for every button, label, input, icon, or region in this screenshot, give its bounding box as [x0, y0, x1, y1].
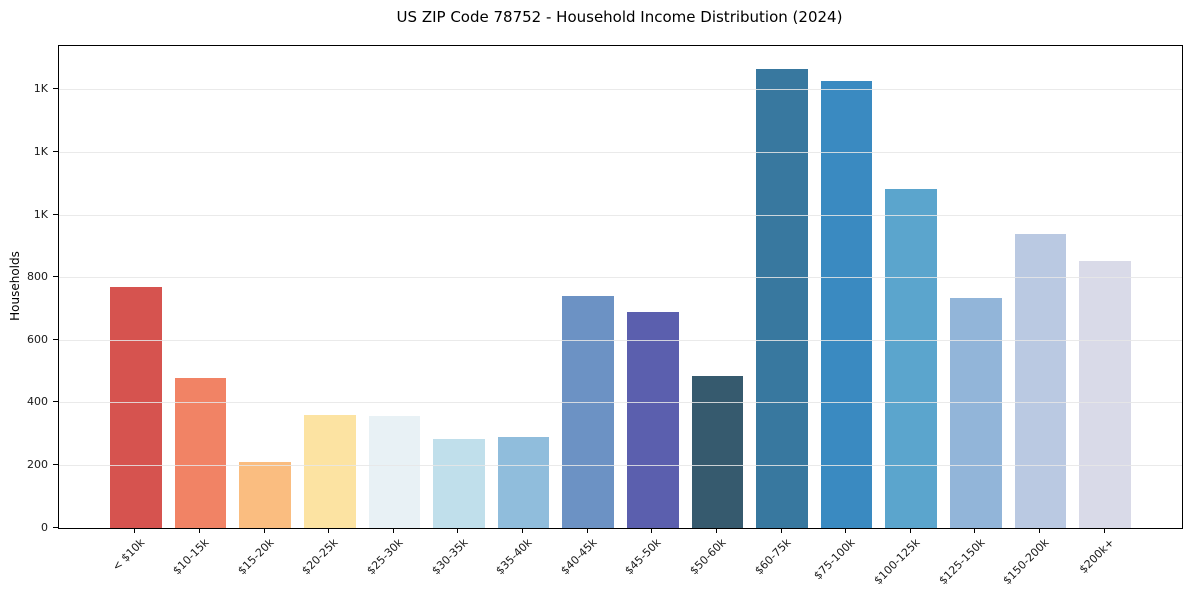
x-tick-label: $25-30k — [364, 536, 406, 578]
x-tick-label: $30-35k — [428, 536, 471, 578]
bar-$35-40k — [497, 437, 550, 528]
gridline-1000 — [59, 214, 1182, 216]
x-tick — [1038, 528, 1040, 533]
bar-$200k+ — [1079, 260, 1131, 528]
bar-$100-125k — [885, 189, 938, 528]
x-tick — [974, 528, 976, 533]
bar-$40-45k — [562, 296, 615, 528]
x-tick-label: $50-60k — [687, 536, 729, 578]
y-tick-label: 1K — [33, 82, 48, 96]
bar-$60-75k — [756, 68, 808, 528]
x-tick — [909, 528, 911, 533]
plot-area — [58, 45, 1183, 529]
gridline-600 — [59, 339, 1182, 341]
y-axis-label: Households — [8, 251, 22, 321]
x-tick — [845, 528, 847, 533]
x-tick — [392, 528, 394, 533]
x-tick — [651, 528, 653, 533]
y-tick — [53, 276, 58, 278]
x-tick-label: < $10k — [109, 536, 148, 574]
gridline-800 — [59, 277, 1182, 279]
y-tick-label: 1K — [33, 207, 48, 221]
bar-$75-100k — [820, 80, 873, 528]
gridline-1400 — [59, 89, 1182, 91]
y-tick — [53, 150, 58, 152]
bar-$30-35k — [433, 439, 485, 528]
y-tick — [53, 88, 58, 90]
y-tick — [53, 401, 58, 403]
x-tick — [263, 528, 265, 533]
x-tick-label: $35-40k — [493, 536, 535, 578]
x-tick — [522, 528, 524, 533]
y-tick — [53, 526, 58, 528]
chart-title: US ZIP Code 78752 - Household Income Dis… — [396, 8, 843, 26]
bar-$20-25k — [303, 414, 356, 528]
bar-$10-15k — [174, 377, 227, 528]
y-tick-label: 1K — [33, 144, 48, 158]
gridline-400 — [59, 402, 1182, 404]
bar-$45-50k — [626, 312, 679, 528]
bar-$25-30k — [368, 415, 421, 528]
x-tick-label: $150-200k — [1000, 536, 1052, 588]
x-tick — [457, 528, 459, 533]
x-tick — [199, 528, 200, 533]
y-tick — [53, 338, 58, 340]
x-tick-label: $15-20k — [235, 536, 277, 578]
x-tick-label: $125-150k — [935, 536, 988, 588]
x-tick-label: $200k+ — [1076, 536, 1117, 577]
x-tick — [780, 528, 782, 533]
x-tick-label: $45-50k — [622, 536, 665, 578]
x-tick — [715, 528, 717, 533]
gridline-1200 — [59, 151, 1182, 153]
x-tick-label: $100-125k — [871, 536, 923, 588]
bar-$125-150k — [950, 297, 1002, 528]
x-tick-label: $75-100k — [811, 536, 858, 583]
y-tick-label: 800 — [27, 270, 48, 284]
bar-$50-60k — [691, 375, 744, 528]
bar-$150-200k — [1014, 234, 1067, 528]
gridline-200 — [59, 464, 1182, 466]
x-tick-label: $10-15k — [170, 536, 212, 578]
bar-$15-20k — [239, 462, 291, 528]
x-tick-label: $60-75k — [751, 536, 794, 578]
y-tick — [53, 213, 58, 215]
x-tick-label: $20-25k — [299, 536, 341, 578]
bar-< $10k — [110, 287, 162, 528]
y-tick-label: 0 — [41, 520, 48, 534]
x-tick — [1103, 528, 1105, 533]
y-tick-label: 400 — [27, 395, 48, 409]
x-tick-label: $40-45k — [558, 536, 600, 578]
x-tick — [586, 528, 588, 533]
x-tick — [134, 528, 136, 533]
x-tick — [328, 528, 330, 533]
y-tick-label: 600 — [27, 332, 48, 346]
y-tick — [53, 463, 58, 465]
y-tick-label: 200 — [27, 457, 48, 471]
